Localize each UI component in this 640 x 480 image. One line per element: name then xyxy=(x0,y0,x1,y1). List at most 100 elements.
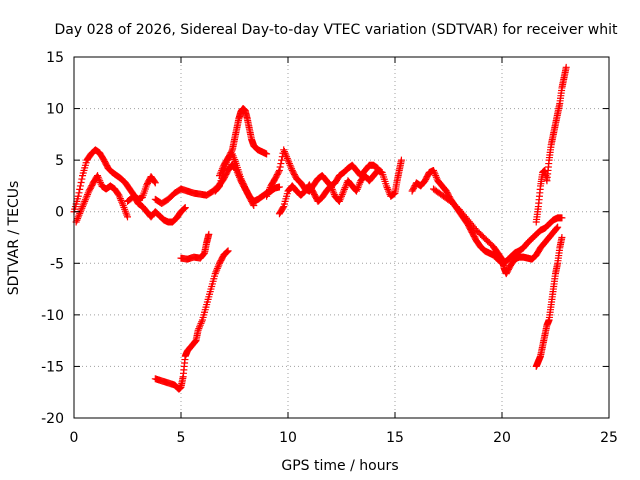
data-point xyxy=(339,189,347,197)
data-point xyxy=(78,175,86,183)
data-point xyxy=(279,204,287,212)
data-point xyxy=(337,194,345,202)
data-point xyxy=(119,200,127,208)
data-point xyxy=(278,156,286,164)
data-point xyxy=(263,150,271,158)
data-point xyxy=(80,199,88,207)
data-point xyxy=(76,182,84,190)
data-point xyxy=(430,168,438,176)
data-point xyxy=(282,151,290,159)
data-point xyxy=(284,156,292,164)
data-point xyxy=(328,185,336,193)
data-point xyxy=(355,182,363,190)
data-point xyxy=(116,193,124,201)
x-axis-label: GPS time / hours xyxy=(281,458,398,474)
data-point xyxy=(338,191,346,199)
series-6 xyxy=(211,150,283,205)
x-tick-label: 20 xyxy=(493,430,511,446)
data-point xyxy=(94,172,102,180)
series-12 xyxy=(430,185,562,278)
series-3 xyxy=(124,192,189,226)
data-point xyxy=(335,197,343,205)
series-10 xyxy=(275,156,405,218)
data-point xyxy=(95,175,103,183)
data-point xyxy=(430,166,438,174)
data-point xyxy=(353,185,361,193)
data-point xyxy=(205,230,213,238)
x-tick-label: 10 xyxy=(279,430,297,446)
data-point xyxy=(280,146,288,154)
data-point xyxy=(96,177,104,185)
data-point xyxy=(223,248,231,256)
data-point xyxy=(94,173,102,181)
data-point xyxy=(117,196,125,204)
data-point xyxy=(215,261,223,269)
data-point xyxy=(77,178,85,186)
data-point xyxy=(265,187,273,195)
data-point xyxy=(84,191,92,199)
data-point xyxy=(342,182,350,190)
data-point xyxy=(181,204,189,212)
series-7 xyxy=(177,230,213,263)
y-axis-ticks: -20 -15 -10 -5 0 5 10 15 xyxy=(41,50,609,427)
data-point xyxy=(115,191,123,199)
data-point xyxy=(562,63,570,71)
data-point xyxy=(340,187,348,195)
data-point xyxy=(385,187,393,195)
series-13 xyxy=(532,63,570,226)
data-point xyxy=(197,319,205,327)
data-point xyxy=(352,187,360,195)
data-point xyxy=(81,197,89,205)
data-point xyxy=(341,184,349,192)
series-9 xyxy=(263,146,382,200)
data-point xyxy=(81,196,89,204)
data-point xyxy=(238,178,246,186)
y-tick-label: 10 xyxy=(46,102,64,118)
y-tick-label: -10 xyxy=(41,308,64,324)
data-point xyxy=(239,179,247,187)
data-point xyxy=(432,173,440,181)
data-point xyxy=(275,183,283,191)
data-point xyxy=(330,189,338,197)
data-point xyxy=(181,204,189,212)
data-point xyxy=(96,178,104,186)
y-tick-label: -5 xyxy=(50,256,64,272)
data-point xyxy=(281,149,289,157)
data-point xyxy=(338,192,345,200)
data-point xyxy=(151,179,159,187)
data-point xyxy=(264,189,272,197)
data-point xyxy=(327,182,335,190)
data-point xyxy=(74,192,82,200)
data-point xyxy=(79,203,87,211)
data-point xyxy=(83,192,91,200)
data-point xyxy=(382,182,390,190)
data-point xyxy=(288,165,296,173)
y-axis-label: SDTVAR / TECUs xyxy=(6,181,22,296)
data-point xyxy=(238,176,246,184)
data-point xyxy=(196,323,204,331)
data-point xyxy=(180,205,188,213)
data-point xyxy=(265,185,273,193)
data-points xyxy=(70,63,570,393)
series-14 xyxy=(532,234,566,370)
series-8 xyxy=(151,247,232,393)
chart-title: Day 028 of 2026, Sidereal Day-to-day VTE… xyxy=(55,22,618,38)
data-point xyxy=(76,209,84,217)
y-tick-label: -20 xyxy=(41,411,64,427)
data-point xyxy=(432,172,440,180)
data-point xyxy=(214,184,222,192)
data-point xyxy=(195,325,203,333)
y-tick-label: 5 xyxy=(55,153,64,169)
x-tick-label: 25 xyxy=(600,430,618,446)
x-tick-label: 0 xyxy=(70,430,79,446)
data-point xyxy=(211,270,219,278)
data-point xyxy=(275,168,283,176)
data-point xyxy=(213,266,221,274)
data-point xyxy=(355,180,363,188)
y-tick-label: 0 xyxy=(55,205,64,221)
data-point xyxy=(74,213,82,221)
data-point xyxy=(329,187,337,195)
data-point xyxy=(77,206,85,214)
plot-frame xyxy=(73,56,610,419)
